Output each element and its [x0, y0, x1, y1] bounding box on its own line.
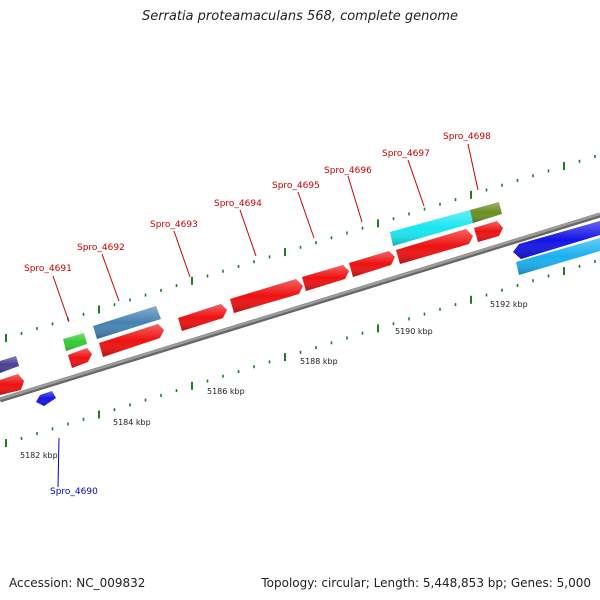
feature-skyblue-right[interactable] [516, 238, 600, 275]
gene-label-spro-4690: Spro_4690 [50, 487, 98, 497]
scale-label-5184: 5184 kbp [113, 418, 151, 427]
gene-label-spro-4695: Spro_4695 [272, 181, 320, 191]
feature-steelblue[interactable] [93, 306, 161, 339]
upper-tick-row [5, 155, 596, 343]
backbone [0, 212, 600, 403]
gene-label-spro-4692: Spro_4692 [77, 243, 125, 253]
feature-olive-4698[interactable] [470, 202, 502, 223]
gene-label-spro-4698: Spro_4698 [443, 132, 491, 142]
feature-cds-4695[interactable] [302, 265, 349, 291]
scale-label-5186: 5186 kbp [207, 387, 245, 396]
genome-summary-text: Topology: circular; Length: 5,448,853 bp… [261, 576, 591, 590]
feature-cds-4691[interactable] [68, 348, 92, 368]
gene-label-spro-4693: Spro_4693 [150, 220, 198, 230]
scale-label-5188: 5188 kbp [300, 357, 338, 366]
gene-labels: Spro_4690 Spro_4691 Spro_4692 Spro_4693 … [24, 132, 491, 497]
accession-text: Accession: NC_009832 [9, 576, 146, 590]
gene-label-spro-4691: Spro_4691 [24, 264, 72, 274]
feature-cds-4696[interactable] [349, 251, 395, 277]
feature-cds-4698[interactable] [474, 221, 503, 242]
scale-labels: 5182 kbp 5184 kbp 5186 kbp 5188 kbp 5190… [20, 300, 528, 460]
feature-cyan-4697[interactable] [390, 210, 473, 246]
feature-purple[interactable] [0, 356, 19, 373]
gene-label-spro-4696: Spro_4696 [324, 166, 372, 176]
feature-cds-4693[interactable] [178, 304, 227, 331]
scale-label-5192: 5192 kbp [490, 300, 528, 309]
scale-label-5190: 5190 kbp [395, 327, 433, 336]
gene-label-spro-4697: Spro_4697 [382, 149, 430, 159]
feature-cds-4692[interactable] [99, 324, 164, 357]
feature-cds-4694[interactable] [230, 279, 303, 313]
map-title: Serratia proteamaculans 568, complete ge… [141, 9, 459, 24]
feature-cds-rev-blue[interactable] [36, 391, 56, 406]
lower-tick-row [5, 260, 596, 448]
feature-cds-fwd-left[interactable] [0, 374, 24, 395]
scale-label-5182: 5182 kbp [20, 451, 58, 460]
feature-cds-rev-blue-right[interactable] [513, 221, 600, 259]
label-leaders [52, 143, 479, 488]
gene-label-spro-4694: Spro_4694 [214, 199, 262, 209]
feature-rna-green[interactable] [63, 333, 87, 351]
feature-cds-4697[interactable] [396, 229, 473, 264]
